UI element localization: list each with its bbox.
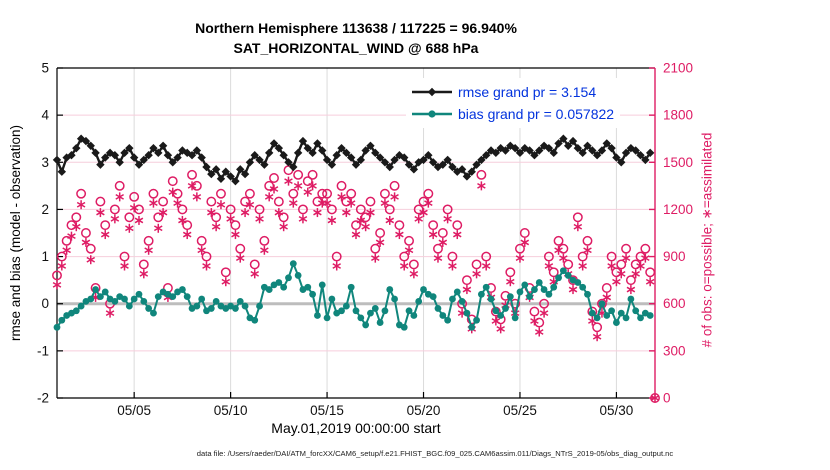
left-tick-label: 1 [41, 249, 49, 264]
legend-row-bias: bias grand pr = 0.057822 [410, 103, 614, 125]
left-tick-label: 2 [41, 202, 49, 217]
x-tick-label: 05/10 [214, 403, 248, 418]
right-tick-label: 900 [663, 249, 686, 264]
chart-title-line2: SAT_HORIZONTAL_WIND @ 688 hPa [233, 40, 479, 56]
legend-row-rmse: rmse grand pr = 3.154 [410, 81, 614, 103]
left-tick-label: -2 [37, 391, 49, 406]
right-tick-label: 1200 [663, 202, 693, 217]
x-tick-label: 05/15 [310, 403, 344, 418]
right-tick-label: 2100 [663, 61, 693, 76]
right-axis-label: # of obs: o=possible; ∗=assimilated [699, 132, 715, 348]
obs-possible-series [52, 165, 660, 403]
x-tick-label: 05/25 [503, 403, 537, 418]
x-tick-label: 05/30 [600, 403, 634, 418]
bias-legend-sample-line [412, 110, 452, 118]
right-tick-label: 1500 [663, 155, 693, 170]
bias-line [56, 260, 651, 330]
x-axis-label: May.01,2019 00:00:00 start [271, 420, 441, 436]
rmse-legend-label: rmse grand pr = 3.154 [458, 84, 597, 100]
chart-title-line1: Northern Hemisphere 113638 / 117225 = 96… [195, 20, 517, 36]
left-tick-label: 4 [41, 108, 49, 123]
right-tick-label: 600 [663, 296, 686, 311]
legend: rmse grand pr = 3.154 bias grand pr = 0.… [406, 78, 621, 128]
left-axis-label: rmse and bias (model - observation) [8, 124, 23, 342]
bias-legend-label: bias grand pr = 0.057822 [458, 106, 615, 122]
right-tick-label: 300 [663, 343, 686, 358]
data-file-path: data file: /Users/raeder/DAI/ATM_forcXX/… [196, 449, 674, 458]
right-tick-label: 0 [663, 391, 671, 406]
x-tick-label: 05/20 [407, 403, 441, 418]
rmse-legend-sample-line [412, 87, 452, 97]
left-tick-label: -1 [37, 343, 49, 358]
left-tick-label: 3 [41, 155, 49, 170]
rmse-markers [52, 134, 655, 186]
right-tick-label: 1800 [663, 108, 693, 123]
rmse-line [55, 136, 652, 184]
left-tick-label: 5 [41, 61, 49, 76]
left-tick-label: 0 [41, 296, 49, 311]
bias-markers [53, 260, 654, 331]
x-tick-label: 05/05 [117, 403, 151, 418]
